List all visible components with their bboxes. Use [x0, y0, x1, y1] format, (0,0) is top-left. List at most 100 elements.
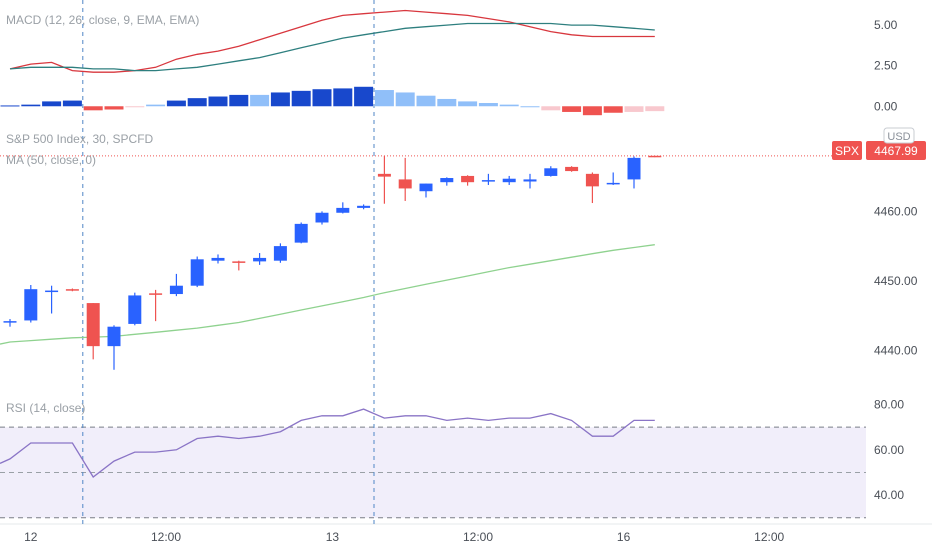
candle[interactable]: [3, 319, 17, 327]
candle-body: [232, 261, 246, 263]
time-axis-label: 12:00: [463, 530, 493, 544]
candle[interactable]: [336, 202, 350, 214]
price-panel[interactable]: [0, 155, 832, 370]
candle-body: [24, 289, 38, 321]
macd-histogram-bar: [312, 89, 332, 107]
symbol-tag-bg: [832, 141, 862, 160]
candle[interactable]: [253, 253, 267, 265]
macd-y-tick: 0.00: [874, 99, 898, 113]
candle-body: [86, 303, 100, 347]
candle-body: [107, 326, 121, 347]
macd-y-tick: 2.50: [874, 59, 898, 73]
macd-histogram-bar: [541, 106, 561, 111]
candle[interactable]: [440, 177, 454, 186]
macd-histogram-bar: [624, 106, 644, 112]
macd-histogram-bar: [62, 100, 82, 107]
candle[interactable]: [24, 285, 38, 323]
symbol-tag: SPX: [835, 144, 859, 158]
candle-body: [149, 293, 163, 295]
candle[interactable]: [398, 157, 412, 201]
macd-histogram-bar: [603, 106, 623, 113]
candle[interactable]: [461, 175, 475, 186]
macd-panel[interactable]: [0, 9, 665, 116]
macd-histogram-bar: [582, 106, 602, 116]
ma-legend[interactable]: MA (50, close, 0): [6, 153, 96, 167]
macd-legend[interactable]: MACD (12, 26, close, 9, EMA, EMA): [6, 13, 199, 27]
candle[interactable]: [149, 289, 163, 322]
price-y-tick: 4450.00: [874, 274, 918, 288]
price-legend-title[interactable]: S&P 500 Index, 30, SPCFD: [6, 132, 154, 146]
candle[interactable]: [128, 292, 142, 326]
macd-histogram-bar: [0, 105, 20, 107]
candle[interactable]: [481, 173, 495, 185]
candle[interactable]: [169, 273, 183, 297]
candle[interactable]: [357, 204, 371, 210]
candle-body: [294, 223, 308, 243]
macd-histogram-bar: [229, 94, 249, 107]
macd-histogram-bar: [562, 106, 582, 112]
candle[interactable]: [45, 285, 59, 314]
time-axis-label: 12:00: [754, 530, 784, 544]
candle[interactable]: [585, 172, 599, 204]
time-axis-label: 16: [617, 530, 631, 544]
candle-body: [565, 166, 579, 172]
candle[interactable]: [377, 155, 391, 204]
rsi-panel[interactable]: [0, 408, 655, 478]
candle-body: [419, 183, 433, 192]
candle[interactable]: [627, 156, 641, 189]
macd-histogram-bar: [104, 106, 124, 110]
candle[interactable]: [648, 155, 662, 158]
macd-histogram-bar: [437, 98, 457, 107]
candle-body: [544, 168, 558, 176]
candle-body: [357, 205, 371, 208]
candle-body: [3, 321, 17, 323]
candle[interactable]: [107, 325, 121, 370]
macd-line: [9, 9, 655, 73]
candle[interactable]: [273, 243, 287, 263]
time-axis-label: 12: [24, 530, 38, 544]
candle[interactable]: [523, 173, 537, 189]
candle[interactable]: [544, 166, 558, 177]
price-y-tick: 4460.00: [874, 204, 918, 218]
macd-histogram-bar: [250, 94, 270, 107]
macd-histogram-bar: [478, 103, 498, 107]
rsi-y-tick: 80.00: [874, 398, 904, 412]
macd-histogram-bar: [395, 92, 415, 107]
candle[interactable]: [565, 166, 579, 172]
candle[interactable]: [294, 222, 308, 244]
candle-body: [211, 257, 225, 261]
macd-histogram-bar: [645, 106, 665, 112]
candle[interactable]: [65, 288, 79, 292]
candle[interactable]: [86, 303, 100, 360]
macd-histogram-bar: [166, 100, 186, 107]
macd-histogram-bar: [499, 104, 519, 107]
candle-body: [45, 290, 59, 293]
time-axis-label: 12:00: [151, 530, 181, 544]
macd-histogram-bar: [270, 92, 290, 107]
macd-histogram-bar: [187, 98, 207, 107]
candle[interactable]: [232, 260, 246, 271]
rsi-band-layer: [0, 426, 866, 519]
time-axis-label: 13: [326, 530, 340, 544]
macd-histogram-bar: [42, 101, 62, 107]
candle-body: [648, 155, 662, 158]
candle-body: [377, 173, 391, 177]
candle[interactable]: [502, 175, 516, 185]
candle-body: [128, 295, 142, 324]
candle-body: [523, 179, 537, 182]
currency-badge[interactable]: USD: [887, 131, 910, 143]
axis-layer[interactable]: 5.00 2.50 0.00 4460.00 4450.00 4440.00 80.00 60…: [24, 18, 918, 544]
candle[interactable]: [606, 172, 620, 185]
rsi-y-tick: 60.00: [874, 443, 904, 457]
rsi-legend[interactable]: RSI (14, close): [6, 401, 85, 415]
candle[interactable]: [419, 183, 433, 198]
last-price-tag: 4467.99: [874, 144, 918, 158]
candle[interactable]: [190, 256, 204, 288]
candle-body: [606, 182, 620, 185]
candle-body: [65, 289, 79, 291]
candle[interactable]: [211, 254, 225, 264]
candle[interactable]: [315, 211, 329, 225]
candle-body: [398, 179, 412, 189]
